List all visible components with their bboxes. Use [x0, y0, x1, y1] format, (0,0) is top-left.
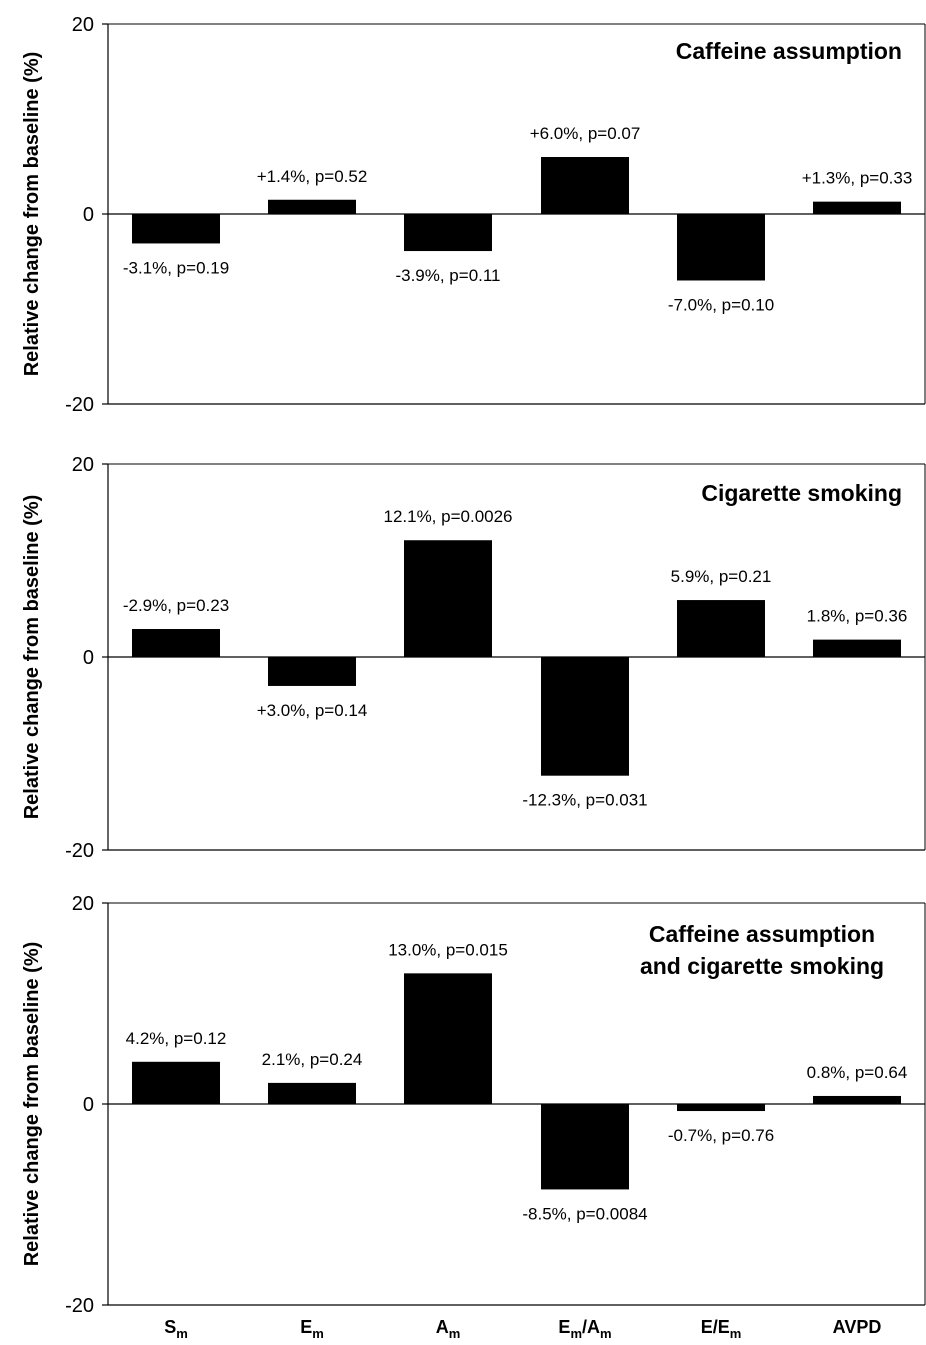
- bar: [404, 540, 492, 657]
- x-axis-categories: Sm Em Am Em/Am E/Em AVPD: [164, 1317, 881, 1341]
- data-label: 4.2%, p=0.12: [126, 1029, 227, 1048]
- data-label: 0.8%, p=0.64: [807, 1063, 908, 1082]
- data-label: -3.9%, p=0.11: [395, 266, 500, 285]
- data-label: -7.0%, p=0.10: [668, 296, 774, 315]
- y-tick-label: -20: [65, 840, 94, 862]
- bar: [677, 600, 765, 657]
- data-label: 12.1%, p=0.0026: [383, 507, 512, 526]
- chart-title: Caffeine assumption: [676, 38, 902, 64]
- data-label: 13.0%, p=0.015: [388, 940, 508, 959]
- bar: [132, 1061, 220, 1104]
- bar: [404, 973, 492, 1104]
- bar: [677, 214, 765, 281]
- y-tick-label: -20: [65, 1295, 94, 1317]
- x-tick-label: Em/Am: [558, 1317, 611, 1341]
- bar: [132, 214, 220, 244]
- bar: [813, 639, 901, 657]
- x-tick-label: Em: [300, 1317, 324, 1341]
- bar: [132, 629, 220, 657]
- y-tick-label: 20: [72, 14, 94, 36]
- y-tick-label: 0: [83, 647, 94, 669]
- y-tick-label: 0: [83, 1094, 94, 1116]
- data-label: -8.5%, p=0.0084: [522, 1204, 647, 1223]
- bar: [813, 201, 901, 214]
- x-tick-label: AVPD: [833, 1317, 882, 1337]
- y-tick-label: 0: [83, 204, 94, 226]
- y-tick-label: 20: [72, 454, 94, 476]
- data-label: -0.7%, p=0.76: [668, 1126, 774, 1145]
- bar: [268, 1082, 356, 1104]
- data-label: 1.8%, p=0.36: [807, 607, 908, 626]
- chart-title: Cigarette smoking: [701, 480, 902, 506]
- chart-panel-2: 20 0 -20 Relative change from baseline (%) C…: [21, 454, 926, 862]
- y-axis-label: Relative change from baseline (%): [21, 942, 43, 1267]
- x-tick-label: Sm: [164, 1317, 188, 1341]
- bar: [677, 1104, 765, 1112]
- data-label: -12.3%, p=0.031: [522, 791, 647, 810]
- bar: [268, 657, 356, 686]
- chart-title: and cigarette smoking: [640, 953, 884, 979]
- x-tick-label: Am: [436, 1317, 461, 1341]
- bar: [541, 1104, 629, 1190]
- bar: [541, 657, 629, 776]
- y-axis-label: Relative change from baseline (%): [21, 495, 43, 820]
- bar: [541, 157, 629, 214]
- data-label: +6.0%, p=0.07: [530, 124, 641, 143]
- data-label: -2.9%, p=0.23: [123, 596, 229, 615]
- y-tick-label: -20: [65, 394, 94, 416]
- bar: [268, 199, 356, 214]
- data-label: 2.1%, p=0.24: [262, 1050, 363, 1069]
- data-label: -3.1%, p=0.19: [123, 258, 229, 277]
- chart-panel-1: 20 0 -20 Relative change from baseline (%) C…: [21, 14, 926, 416]
- bar: [404, 214, 492, 252]
- bar: [813, 1095, 901, 1104]
- data-label: 5.9%, p=0.21: [671, 567, 772, 586]
- data-label: +1.4%, p=0.52: [257, 167, 368, 186]
- chart-title: Caffeine assumption: [649, 921, 875, 947]
- chart-panel-3: 20 0 -20 Relative change from baseline (%) C…: [21, 893, 926, 1317]
- data-label: +3.0%, p=0.14: [257, 701, 368, 720]
- x-tick-label: E/Em: [701, 1317, 742, 1341]
- data-label: +1.3%, p=0.33: [802, 169, 913, 188]
- y-tick-label: 20: [72, 893, 94, 915]
- y-axis-label: Relative change from baseline (%): [21, 52, 43, 377]
